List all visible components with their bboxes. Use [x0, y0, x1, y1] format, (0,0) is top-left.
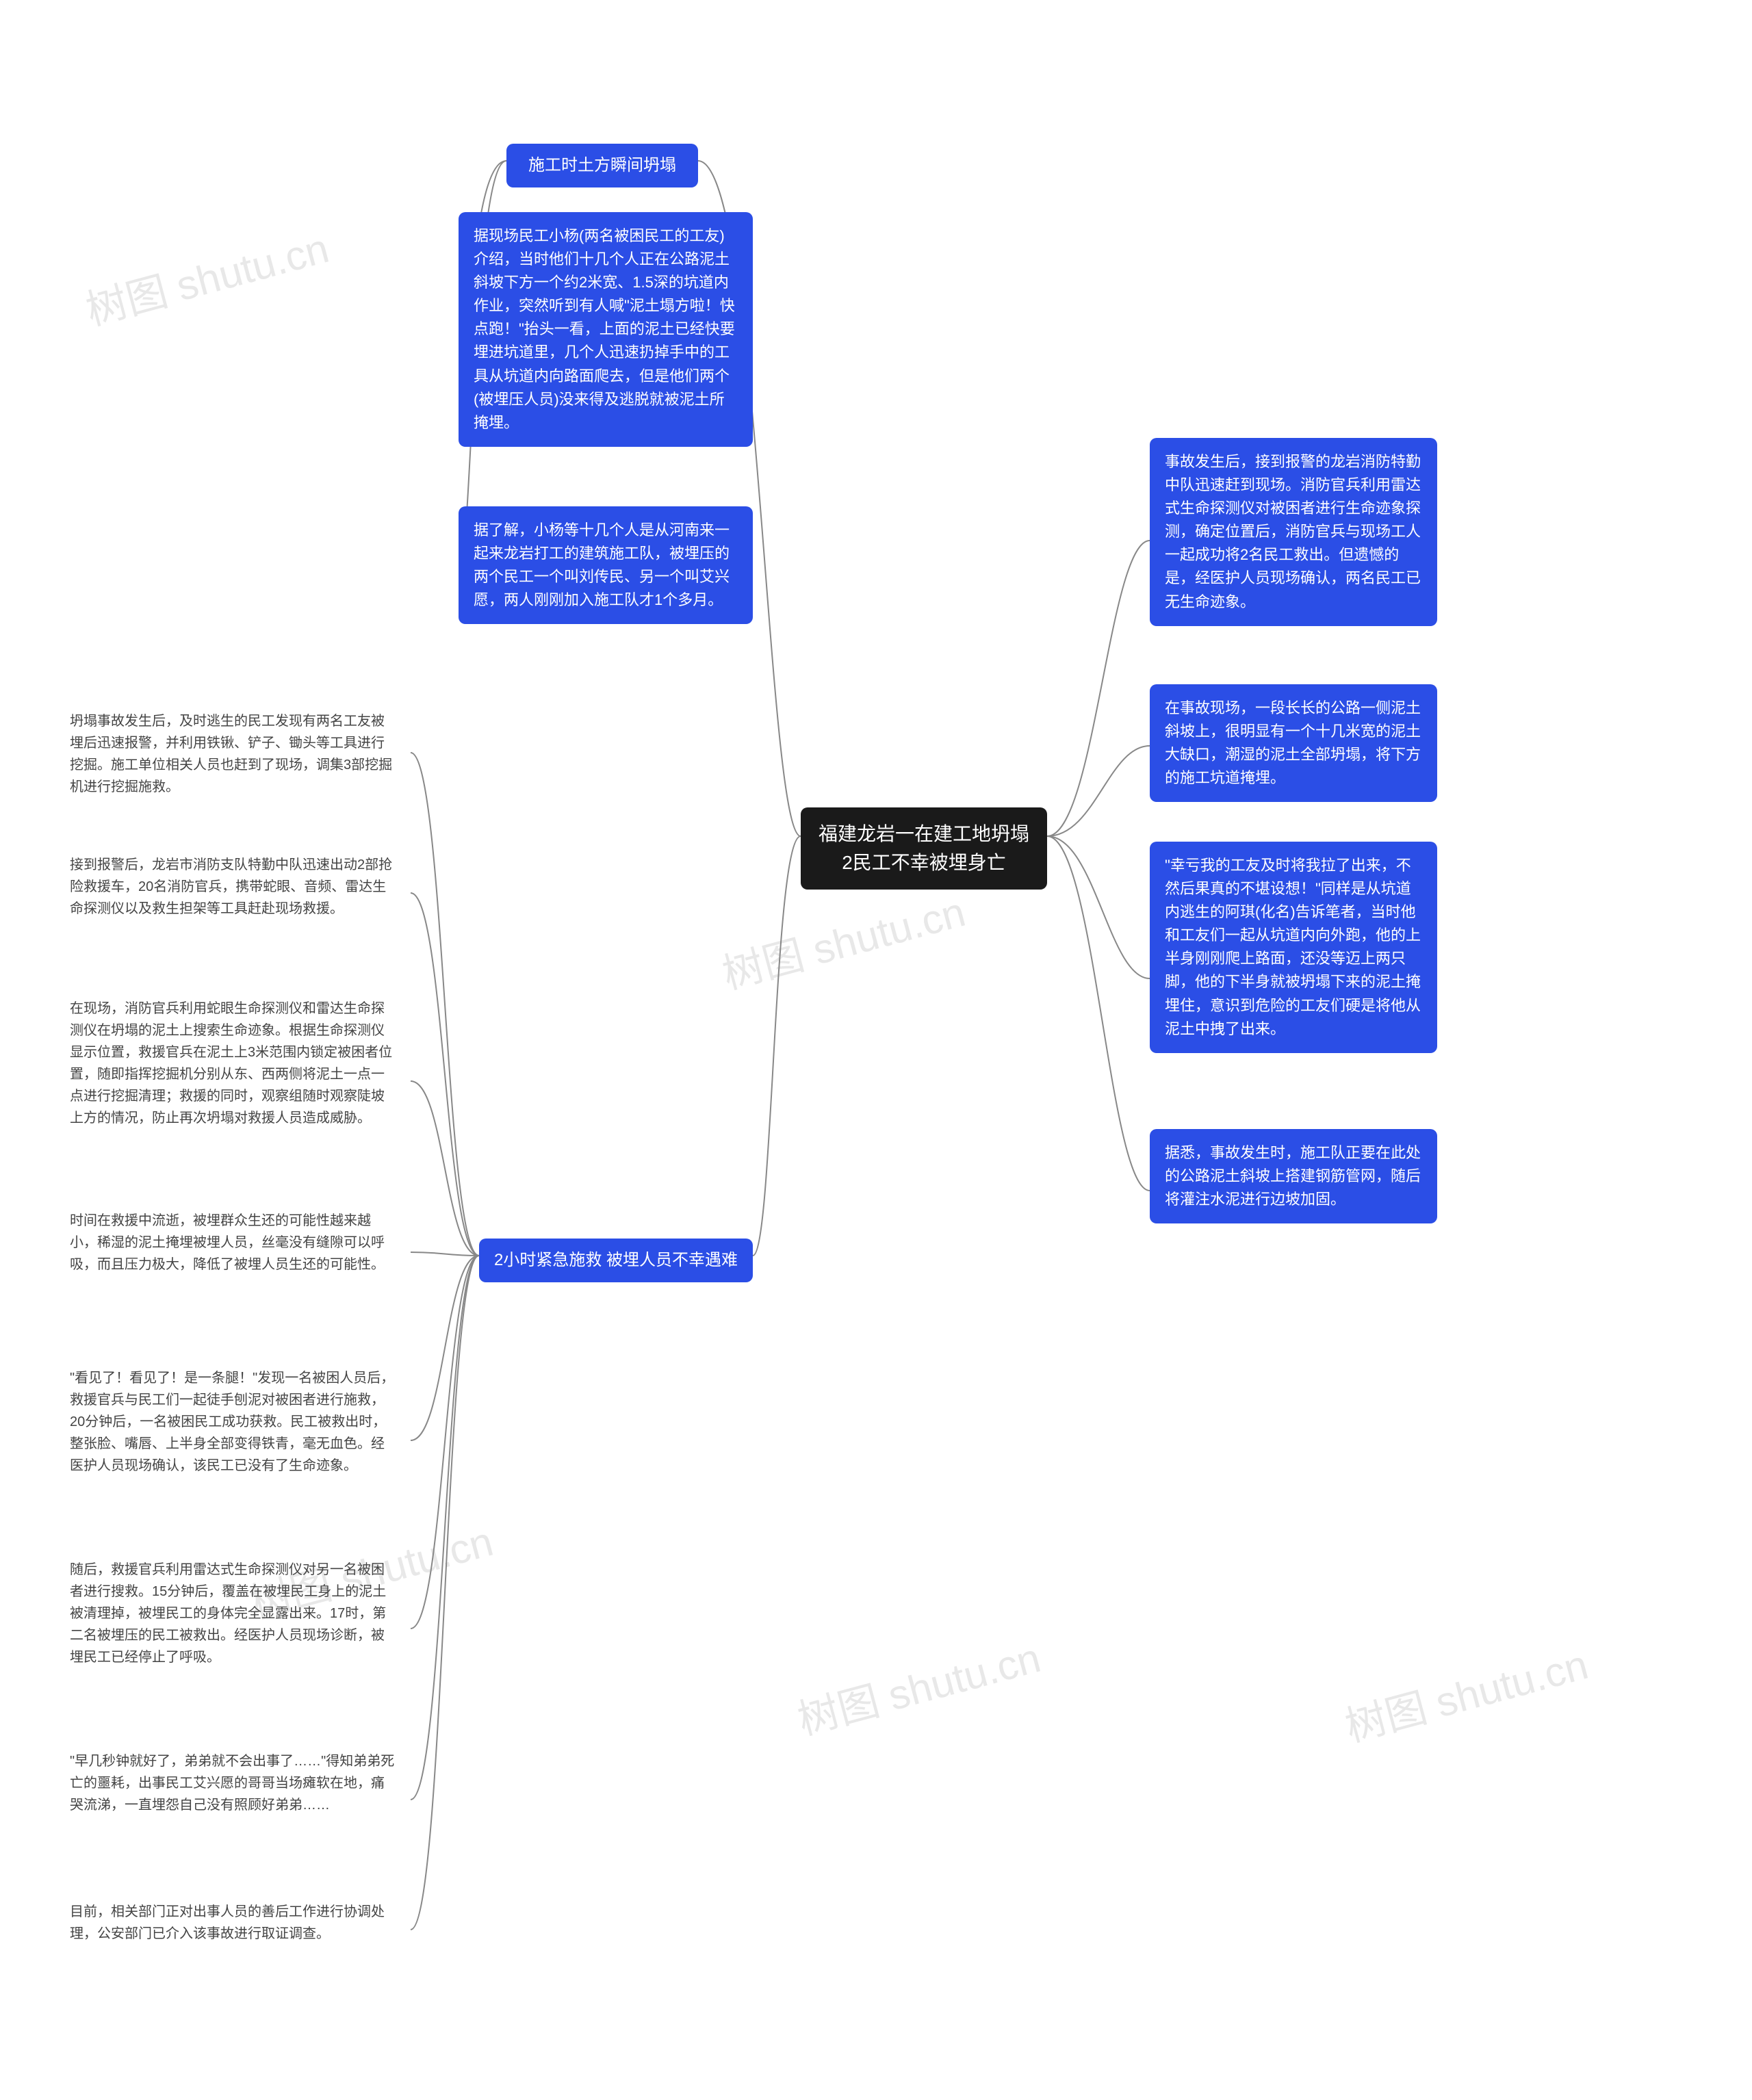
- root-node: 福建龙岩一在建工地坍塌2民工不幸被埋身亡: [801, 807, 1047, 890]
- watermark: 树图 shutu.cn: [1338, 1631, 1594, 1753]
- left-lower-node: "早几秒钟就好了，弟弟就不会出事了……"得知弟弟死亡的噩耗，出事民工艾兴愿的哥哥…: [55, 1738, 411, 1828]
- watermark: 树图 shutu.cn: [715, 879, 971, 1000]
- left-lower-node: 接到报警后，龙岩市消防支队特勤中队迅速出动2部抢险救援车，20名消防官兵，携带蛇…: [55, 842, 411, 932]
- left-lower-node: "看见了！看见了！是一条腿！"发现一名被困人员后，救援官兵与民工们一起徒手刨泥对…: [55, 1355, 411, 1489]
- watermark: 树图 shutu.cn: [79, 215, 335, 337]
- right-node: 在事故现场，一段长长的公路一侧泥土斜坡上，很明显有一个十几米宽的泥土大缺口，潮湿…: [1150, 684, 1437, 802]
- left-lower-node: 时间在救援中流逝，被埋群众生还的可能性越来越小，稀湿的泥土掩埋被埋人员，丝毫没有…: [55, 1197, 411, 1288]
- left-lower-node: 随后，救援官兵利用雷达式生命探测仪对另一名被困者进行搜救。15分钟后，覆盖在被埋…: [55, 1546, 411, 1681]
- left-upper-node: 据了解，小杨等十几个人是从河南来一起来龙岩打工的建筑施工队，被埋压的两个民工一个…: [459, 506, 753, 624]
- left-lower-title: 2小时紧急施救 被埋人员不幸遇难: [479, 1239, 753, 1282]
- watermark: 树图 shutu.cn: [790, 1624, 1046, 1746]
- left-upper-node: 据现场民工小杨(两名被困民工的工友)介绍，当时他们十几个人正在公路泥土斜坡下方一…: [459, 212, 753, 447]
- left-lower-node: 目前，相关部门正对出事人员的善后工作进行协调处理，公安部门已介入该事故进行取证调…: [55, 1889, 411, 1957]
- left-upper-title: 施工时土方瞬间坍塌: [506, 144, 698, 187]
- left-lower-node: 在现场，消防官兵利用蛇眼生命探测仪和雷达生命探测仪在坍塌的泥土上搜索生命迹象。根…: [55, 985, 411, 1141]
- left-lower-node: 坍塌事故发生后，及时逃生的民工发现有两名工友被埋后迅速报警，并利用铁锹、铲子、锄…: [55, 698, 411, 810]
- right-node: 据悉，事故发生时，施工队正要在此处的公路泥土斜坡上搭建钢筋管网，随后将灌注水泥进…: [1150, 1129, 1437, 1223]
- right-node: "幸亏我的工友及时将我拉了出来，不然后果真的不堪设想！"同样是从坑道内逃生的阿琪…: [1150, 842, 1437, 1053]
- right-node: 事故发生后，接到报警的龙岩消防特勤中队迅速赶到现场。消防官兵利用雷达式生命探测仪…: [1150, 438, 1437, 626]
